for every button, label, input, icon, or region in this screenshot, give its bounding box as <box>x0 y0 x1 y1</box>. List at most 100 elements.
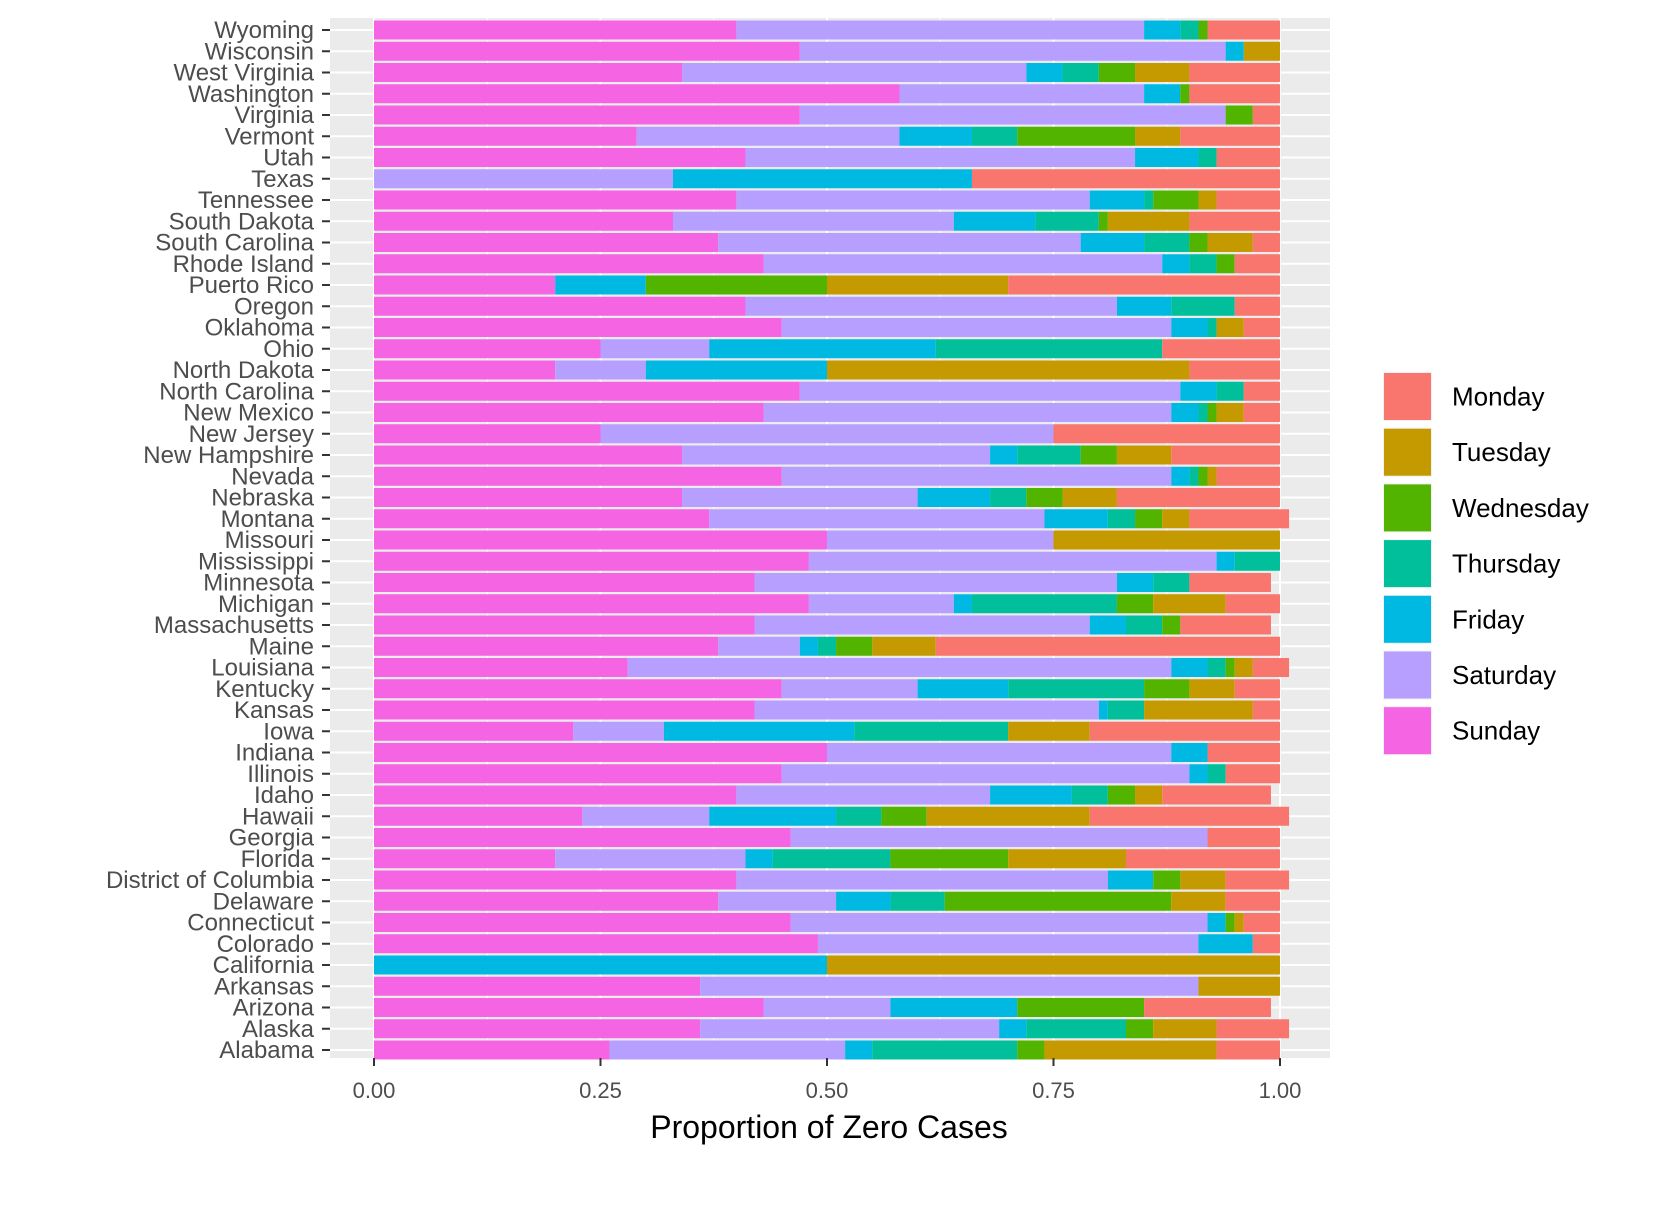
y-tick-label: Missouri <box>225 527 314 554</box>
bar-segment-saturday <box>682 445 991 465</box>
bar-segment-thursday <box>772 849 891 869</box>
bar-segment-wednesday <box>944 891 1172 911</box>
bar-segment-saturday <box>374 169 673 189</box>
bar-segment-saturday <box>799 105 1226 125</box>
bar-segment-tuesday <box>1062 488 1117 507</box>
y-tick-label: New Mexico <box>183 400 314 427</box>
y-tick-label: District of Columbia <box>106 867 315 894</box>
bar-segment-saturday <box>736 20 1145 40</box>
bar-segment-sunday <box>374 743 827 762</box>
bar-segment-friday <box>1144 84 1181 104</box>
y-tick-label: Iowa <box>263 718 314 745</box>
bar-segment-sunday <box>374 445 683 465</box>
bar-segment-thursday <box>854 721 1009 741</box>
bar-segment-thursday <box>971 594 1117 614</box>
y-tick-label: Kentucky <box>215 676 314 703</box>
y-tick-label: Arkansas <box>214 973 314 1000</box>
bar-segment-tuesday <box>1234 658 1253 677</box>
bar-segment-thursday <box>1216 381 1244 401</box>
bar-segment-wednesday <box>1153 190 1199 210</box>
bar-segment-sunday <box>374 870 737 890</box>
y-tick-label: Utah <box>263 145 314 172</box>
legend-key-friday <box>1384 595 1431 643</box>
bar-segment-wednesday <box>1144 679 1190 699</box>
bar-segment-sunday <box>374 233 719 252</box>
bar-segment-sunday <box>374 806 583 826</box>
bar-segment-thursday <box>1107 509 1136 529</box>
bar-segment-sunday <box>374 573 755 592</box>
bar-segment-saturday <box>555 849 746 869</box>
y-tick-label: Texas <box>251 166 314 193</box>
bar-segment-friday <box>1026 63 1063 82</box>
bar-segment-sunday <box>374 211 673 231</box>
bar-segment-wednesday <box>1116 594 1154 614</box>
bar-segment-wednesday <box>1225 105 1253 125</box>
bar-segment-saturday <box>781 764 1190 784</box>
y-tick-label: Puerto Rico <box>189 272 314 299</box>
bar-segment-wednesday <box>1098 63 1136 82</box>
legend-key-sunday <box>1384 707 1431 755</box>
y-tick-label: Maine <box>249 633 314 660</box>
bar-segment-monday <box>1189 360 1280 380</box>
bar-segment-monday <box>1207 743 1280 762</box>
bar-segment-wednesday <box>1098 211 1108 231</box>
bar-segment-sunday <box>374 360 556 380</box>
bar-segment-saturday <box>718 636 800 656</box>
bar-segment-sunday <box>374 381 800 401</box>
y-tick-label: Georgia <box>229 825 315 852</box>
y-tick-label: Wyoming <box>214 17 314 44</box>
bar-segment-friday <box>1116 296 1172 316</box>
bar-segment-saturday <box>736 785 991 805</box>
bar-segment-tuesday <box>1234 913 1244 932</box>
y-tick-label: Connecticut <box>187 910 314 937</box>
y-tick-label: Rhode Island <box>173 251 314 278</box>
bar-segment-sunday <box>374 466 782 486</box>
bar-segment-wednesday <box>1198 466 1208 486</box>
bar-segment-tuesday <box>1207 233 1253 252</box>
bar-segment-monday <box>1116 488 1280 507</box>
bar-segment-saturday <box>808 594 954 614</box>
bar-segment-thursday <box>1207 658 1226 677</box>
bar-segment-thursday <box>1071 785 1108 805</box>
x-tick-label: 0.75 <box>1032 1078 1075 1103</box>
bar-segment-friday <box>1207 913 1226 932</box>
bar-segment-saturday <box>827 530 1054 550</box>
bar-segment-sunday <box>374 254 764 274</box>
bar-segment-sunday <box>374 488 683 507</box>
bar-segment-saturday <box>636 126 900 146</box>
bar-segment-saturday <box>781 318 1172 337</box>
bar-segment-monday <box>1180 615 1271 635</box>
legend-label: Wednesday <box>1452 493 1589 523</box>
y-tick-label: North Carolina <box>159 378 314 405</box>
bar-segment-tuesday <box>1162 509 1190 529</box>
bar-segment-tuesday <box>1243 41 1280 61</box>
bar-segment-saturday <box>718 233 1081 252</box>
legend-key-saturday <box>1384 651 1431 699</box>
bar-segment-monday <box>1189 211 1280 231</box>
bar-segment-monday <box>1144 998 1271 1017</box>
bar-segment-wednesday <box>1162 615 1181 635</box>
bar-segment-friday <box>845 1040 873 1060</box>
bar-segment-sunday <box>374 84 900 104</box>
bar-segment-saturday <box>672 211 954 231</box>
y-tick-label: Massachusetts <box>154 612 314 639</box>
bar-segment-sunday <box>374 976 701 996</box>
bar-segment-sunday <box>374 424 601 444</box>
bar-segment-saturday <box>799 41 1226 61</box>
bar-segment-tuesday <box>1135 126 1181 146</box>
bar-segment-saturday <box>790 828 1208 847</box>
y-tick-label: West Virginia <box>173 60 314 87</box>
bar-segment-monday <box>1234 296 1280 316</box>
bar-segment-saturday <box>736 870 1108 890</box>
bar-segment-tuesday <box>1198 190 1217 210</box>
bar-segment-tuesday <box>827 360 1190 380</box>
bar-segment-tuesday <box>1144 700 1253 720</box>
y-tick-label: Washington <box>188 81 314 108</box>
bar-segment-friday <box>1135 148 1199 167</box>
x-tick-label: 0.00 <box>353 1078 396 1103</box>
y-tick-label: Arizona <box>233 995 315 1022</box>
legend-label: Saturday <box>1452 660 1556 690</box>
bar-segment-thursday <box>1144 190 1154 210</box>
